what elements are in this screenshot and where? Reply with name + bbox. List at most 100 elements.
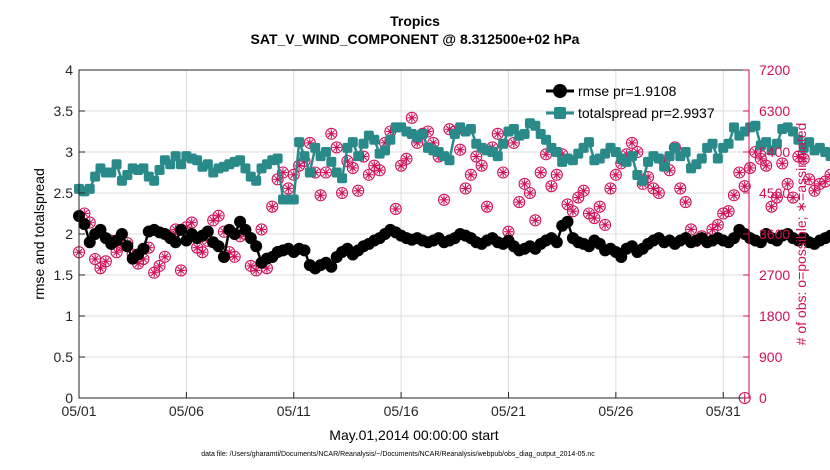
obs-possible-point: [346, 161, 359, 174]
obs-assimilated-point: [149, 268, 159, 278]
obs-assimilated-point: [648, 183, 658, 193]
y-left-tick-label: 0.5: [54, 349, 74, 365]
totalspread-point: [653, 153, 664, 164]
obs-assimilated-point: [584, 209, 594, 218]
totalspread-point: [170, 151, 181, 162]
obs-assimilated-point: [251, 265, 261, 275]
totalspread-point: [154, 165, 165, 176]
totalspread-point: [385, 134, 396, 145]
y-right-tick-label: 900: [759, 349, 783, 365]
obs-possible-point: [711, 218, 724, 231]
obs-possible-point: [593, 200, 606, 213]
obs-possible-point: [454, 143, 467, 156]
obs-assimilated-point: [514, 197, 524, 207]
totalspread-point: [90, 171, 101, 182]
y-left-tick-label: 0: [65, 390, 73, 406]
obs-possible-point: [566, 205, 579, 218]
obs-assimilated-point: [316, 190, 326, 200]
rmse-point: [298, 244, 311, 257]
obs-possible-point: [362, 168, 375, 181]
y-left-tick-label: 3: [65, 144, 73, 160]
rmse-point: [175, 223, 188, 236]
totalspread-point: [240, 163, 251, 174]
totalspread-point: [696, 153, 707, 164]
y-left-tick-label: 2: [65, 226, 73, 242]
totalspread-point: [299, 151, 310, 162]
obs-assimilated-point: [573, 193, 583, 203]
totalspread-point: [272, 153, 283, 164]
rmse-point: [169, 236, 182, 249]
totalspread-point: [541, 134, 552, 145]
obs-assimilated-point: [799, 154, 809, 164]
obs-assimilated-point: [90, 254, 100, 264]
obs-possible-point: [174, 264, 188, 277]
obs-possible-point: [518, 177, 531, 190]
rmse-point: [78, 218, 91, 231]
obs-possible-point: [266, 200, 279, 213]
obs-possible-point: [770, 191, 783, 204]
totalspread-point: [498, 138, 509, 149]
totalspread-point: [530, 120, 541, 131]
obs-assimilated-point: [439, 195, 449, 205]
totalspread-point: [626, 151, 637, 162]
obs-possible-point: [389, 202, 402, 215]
obs-possible-point: [330, 141, 343, 154]
obs-possible-point: [604, 182, 617, 195]
y-left-tick-label: 4: [65, 62, 73, 78]
totalspread-point: [337, 173, 348, 184]
totalspread-point: [84, 183, 95, 194]
totalspread-point: [380, 145, 391, 156]
legend-rmse-label: rmse pr=1.9108: [578, 83, 677, 99]
obs-possible-point: [738, 180, 751, 193]
rmse-point: [115, 228, 128, 240]
obs-possible-point: [153, 259, 166, 272]
y-right-tick-label: 3600: [759, 226, 790, 242]
totalspread-point: [288, 194, 299, 205]
obs-possible-point: [336, 186, 349, 200]
obs-assimilated-point: [332, 142, 342, 152]
totalspread-point: [637, 175, 648, 186]
obs-possible-point: [400, 152, 413, 165]
obs-possible-point: [727, 189, 741, 202]
obs-assimilated-point: [589, 213, 599, 223]
obs-possible-point: [470, 150, 483, 163]
obs-possible-point: [529, 214, 542, 227]
obs-possible-point: [325, 127, 338, 140]
obs-assimilated-point: [337, 188, 347, 198]
obs-assimilated-point: [471, 152, 481, 162]
obs-assimilated-point: [525, 188, 535, 198]
obs-assimilated-point: [391, 204, 401, 214]
rmse-point: [121, 240, 134, 253]
obs-assimilated-point: [101, 256, 111, 266]
obs-assimilated-point: [777, 158, 787, 168]
x-tick-label: 05/11: [277, 403, 311, 419]
obs-assimilated-point: [461, 183, 471, 193]
obs-possible-point: [588, 212, 601, 225]
obs-possible-point: [786, 191, 800, 204]
totalspread-point: [793, 134, 804, 145]
obs-assimilated-point: [520, 179, 530, 189]
rmse-point: [250, 240, 263, 253]
obs-possible-point: [744, 161, 757, 174]
y-right-tick-label: 2700: [759, 267, 790, 283]
obs-assimilated-point: [375, 165, 385, 175]
obs-assimilated-point: [283, 183, 293, 193]
obs-assimilated-point: [536, 168, 546, 177]
totalspread-point: [353, 151, 364, 162]
totalspread-point: [825, 151, 830, 162]
obs-assimilated-point: [654, 188, 664, 198]
totalspread-point: [761, 137, 772, 148]
obs-possible-point: [464, 168, 477, 181]
obs-possible-point: [459, 182, 472, 195]
totalspread-point: [584, 137, 595, 148]
obs-assimilated-point: [176, 265, 186, 275]
totalspread-point: [659, 161, 670, 172]
obs-possible-point: [652, 186, 665, 200]
rmse-point: [137, 242, 150, 255]
obs-assimilated-point: [826, 171, 830, 179]
totalspread-point: [310, 142, 321, 153]
chart-subtitle: SAT_V_WIND_COMPONENT @ 8.312500e+02 hPa: [251, 31, 580, 47]
obs-assimilated-point: [230, 252, 240, 262]
y-axis-left-label: rmse and totalspread: [31, 168, 47, 300]
obs-possible-point: [668, 141, 681, 154]
